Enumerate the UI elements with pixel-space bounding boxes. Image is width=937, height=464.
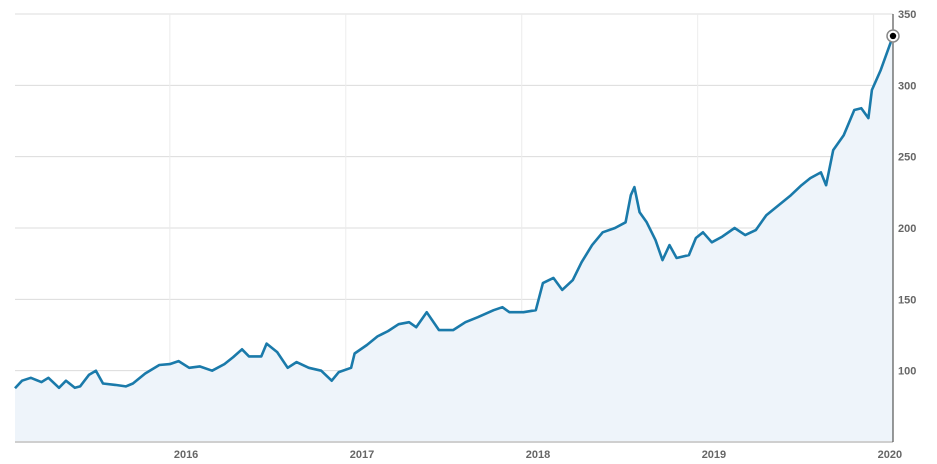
x-axis-ticks: 2016 2017 2018 2019 2020 [174,449,902,461]
y-tick-label: 100 [898,366,916,378]
marker-dot [889,32,897,40]
x-tick-label: 2016 [174,449,198,461]
last-point-marker[interactable] [886,29,900,43]
x-tick-label: 2017 [350,449,374,461]
y-tick-label: 350 [898,9,916,21]
y-axis-ticks: 100 150 200 250 300 350 [898,9,916,378]
x-tick-label: 2020 [878,449,902,461]
series-line [14,35,895,390]
y-tick-label: 300 [898,80,916,92]
y-tick-label: 200 [898,223,916,235]
x-tick-label: 2018 [526,449,550,461]
area-fill [15,36,893,442]
y-tick-label: 250 [898,152,916,164]
y-tick-label: 150 [898,294,916,306]
x-tick-label: 2019 [702,449,726,461]
